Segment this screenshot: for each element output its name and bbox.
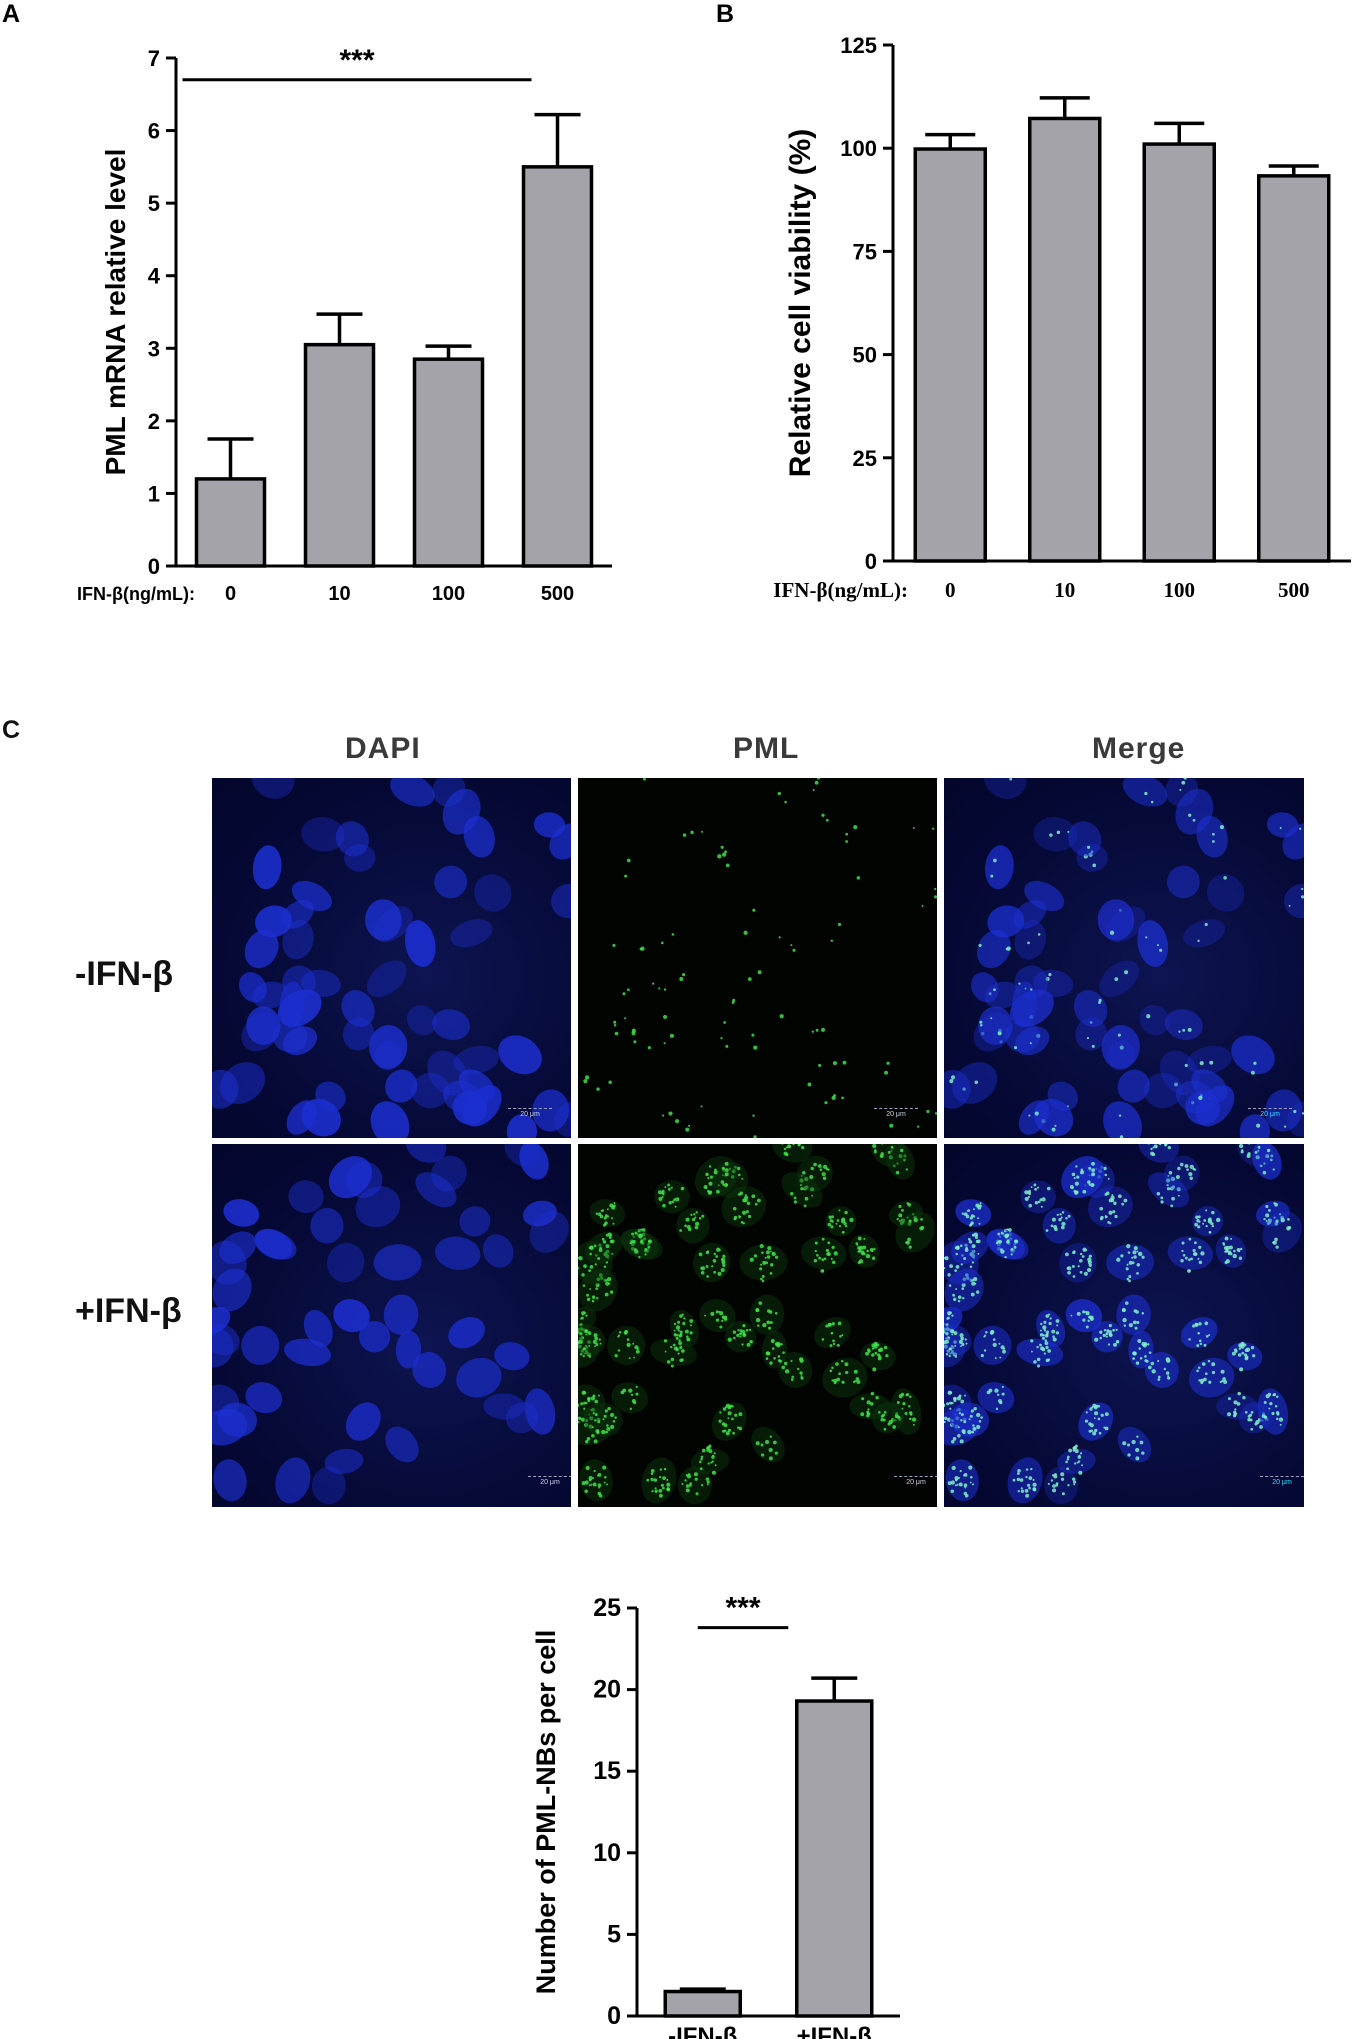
x-category-label: 0 [225, 583, 236, 605]
bar [303, 342, 376, 568]
y-tick-label: 5 [148, 191, 160, 216]
panel-label-a: A [2, 0, 20, 28]
bar [412, 357, 485, 568]
y-tick-label: 3 [148, 336, 160, 361]
x-category-label: 100 [432, 583, 465, 605]
y-tick-label: 2 [148, 409, 160, 434]
bar [194, 477, 267, 568]
y-tick-label: 1 [148, 481, 160, 506]
significance-stars: *** [339, 44, 374, 77]
chart-a-plot: 0 1 2 3 4 5 6 7 PML mRNA relative level 0 10 100 500… [77, 44, 612, 605]
x-category-label: 500 [541, 583, 574, 605]
y-tick-label: 6 [148, 119, 160, 144]
x-axis-prefix-label: IFN-β(ng/mL): [77, 584, 195, 604]
y-tick-label: 0 [148, 554, 160, 579]
y-axis-title: PML mRNA relative level [100, 149, 131, 476]
y-tick-label: 4 [148, 264, 161, 289]
x-category-label: 10 [328, 583, 350, 605]
y-tick-label: 7 [148, 46, 160, 71]
bar [521, 165, 594, 568]
